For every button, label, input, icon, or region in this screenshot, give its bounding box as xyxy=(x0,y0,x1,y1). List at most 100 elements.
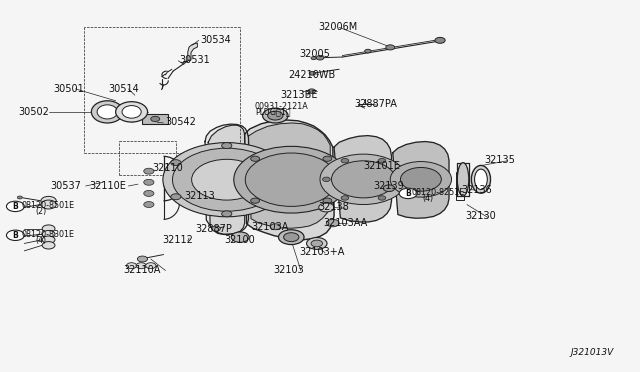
Circle shape xyxy=(127,263,137,269)
Circle shape xyxy=(144,202,154,208)
Text: PLUG（1）: PLUG（1） xyxy=(255,108,291,116)
Circle shape xyxy=(251,156,260,161)
Text: 32136: 32136 xyxy=(462,185,493,195)
Bar xyxy=(143,114,168,124)
Text: 32103: 32103 xyxy=(273,265,304,275)
Circle shape xyxy=(332,161,396,198)
Circle shape xyxy=(270,224,280,230)
Text: 32887P: 32887P xyxy=(195,224,232,234)
Bar xyxy=(269,149,298,169)
Text: 32112: 32112 xyxy=(163,235,193,245)
Circle shape xyxy=(151,116,160,122)
Text: 30502: 30502 xyxy=(19,107,49,117)
Circle shape xyxy=(323,156,332,161)
Circle shape xyxy=(221,142,232,148)
Polygon shape xyxy=(205,124,248,234)
Text: (4): (4) xyxy=(422,194,433,203)
Text: 08120-8501E: 08120-8501E xyxy=(22,201,75,210)
Circle shape xyxy=(273,194,283,200)
Text: 30534: 30534 xyxy=(200,35,230,45)
Circle shape xyxy=(316,55,324,60)
Circle shape xyxy=(378,158,386,163)
Text: J321013V: J321013V xyxy=(570,348,614,357)
Ellipse shape xyxy=(116,102,148,122)
Text: 32005: 32005 xyxy=(300,49,330,60)
Text: 08120-8301E: 08120-8301E xyxy=(22,230,75,240)
Polygon shape xyxy=(393,141,449,218)
Text: 32135: 32135 xyxy=(484,155,515,165)
Circle shape xyxy=(136,263,147,269)
Circle shape xyxy=(435,37,445,43)
Polygon shape xyxy=(188,43,197,61)
Text: 32110E: 32110E xyxy=(89,181,125,191)
Bar xyxy=(213,151,232,166)
Circle shape xyxy=(144,190,154,196)
Text: B: B xyxy=(13,202,19,211)
Text: 30501: 30501 xyxy=(54,84,84,94)
Circle shape xyxy=(323,198,332,203)
Circle shape xyxy=(41,196,56,205)
Ellipse shape xyxy=(474,169,487,189)
Text: 30542: 30542 xyxy=(165,117,196,127)
Circle shape xyxy=(383,185,395,192)
Circle shape xyxy=(320,154,407,205)
Circle shape xyxy=(365,49,371,53)
Circle shape xyxy=(146,263,156,269)
Circle shape xyxy=(307,237,327,249)
Polygon shape xyxy=(248,123,330,228)
Circle shape xyxy=(17,196,22,199)
Circle shape xyxy=(221,211,232,217)
Circle shape xyxy=(386,45,395,50)
Text: 3213BE: 3213BE xyxy=(280,90,318,100)
Ellipse shape xyxy=(92,101,124,123)
Circle shape xyxy=(378,196,386,200)
Text: 32110: 32110 xyxy=(153,163,184,173)
Circle shape xyxy=(234,146,349,213)
Text: 32100: 32100 xyxy=(224,235,255,245)
Circle shape xyxy=(311,57,316,60)
Ellipse shape xyxy=(97,105,118,119)
Text: (2): (2) xyxy=(36,207,47,216)
Circle shape xyxy=(191,159,262,200)
Text: B: B xyxy=(405,189,411,198)
Circle shape xyxy=(284,233,299,241)
Circle shape xyxy=(171,160,181,166)
Circle shape xyxy=(6,201,24,212)
Text: 32139: 32139 xyxy=(373,181,404,191)
Text: B: B xyxy=(13,231,19,240)
Circle shape xyxy=(41,200,56,209)
Ellipse shape xyxy=(122,106,141,118)
Circle shape xyxy=(138,256,148,262)
Text: 32101E: 32101E xyxy=(364,161,400,171)
Circle shape xyxy=(42,236,55,243)
Circle shape xyxy=(390,161,452,197)
Circle shape xyxy=(326,219,339,227)
Text: 32103+A: 32103+A xyxy=(299,247,344,257)
Circle shape xyxy=(251,198,260,203)
Circle shape xyxy=(278,230,304,244)
Circle shape xyxy=(309,71,316,75)
Text: 30537: 30537 xyxy=(51,181,81,191)
Circle shape xyxy=(262,108,288,123)
Circle shape xyxy=(245,153,337,206)
Circle shape xyxy=(144,179,154,185)
Text: 32103AA: 32103AA xyxy=(323,218,367,228)
Text: 32006M: 32006M xyxy=(318,22,357,32)
Text: 08120-8251E: 08120-8251E xyxy=(412,188,465,197)
Text: 32138: 32138 xyxy=(318,202,349,212)
Circle shape xyxy=(144,168,154,174)
Text: 24210WB: 24210WB xyxy=(288,70,335,80)
Text: 32110A: 32110A xyxy=(124,266,161,276)
Circle shape xyxy=(173,148,281,211)
Circle shape xyxy=(401,167,442,191)
Text: 30514: 30514 xyxy=(108,84,139,94)
Circle shape xyxy=(399,188,417,199)
Circle shape xyxy=(341,158,349,163)
Circle shape xyxy=(211,226,220,231)
Circle shape xyxy=(341,196,349,200)
Circle shape xyxy=(311,240,323,247)
Circle shape xyxy=(42,241,55,249)
Circle shape xyxy=(268,111,283,120)
Circle shape xyxy=(171,194,181,200)
Text: 32130: 32130 xyxy=(466,211,497,221)
